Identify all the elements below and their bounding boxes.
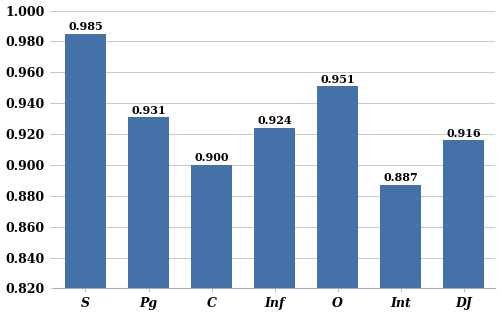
Bar (65, 34, 106, 289)
Text: 0.951: 0.951 (321, 74, 355, 85)
Text: 0.985: 0.985 (68, 21, 103, 32)
Text: 0.887: 0.887 (383, 173, 418, 184)
Text: 0.916: 0.916 (446, 128, 481, 139)
Text: 0.924: 0.924 (258, 115, 292, 126)
Bar (443, 140, 484, 289)
Bar (317, 86, 358, 289)
Text: 0.931: 0.931 (131, 105, 166, 116)
Bar (380, 185, 421, 289)
Bar (254, 128, 295, 289)
Bar (128, 117, 169, 289)
Text: 0.900: 0.900 (194, 152, 229, 163)
Bar (191, 165, 232, 289)
